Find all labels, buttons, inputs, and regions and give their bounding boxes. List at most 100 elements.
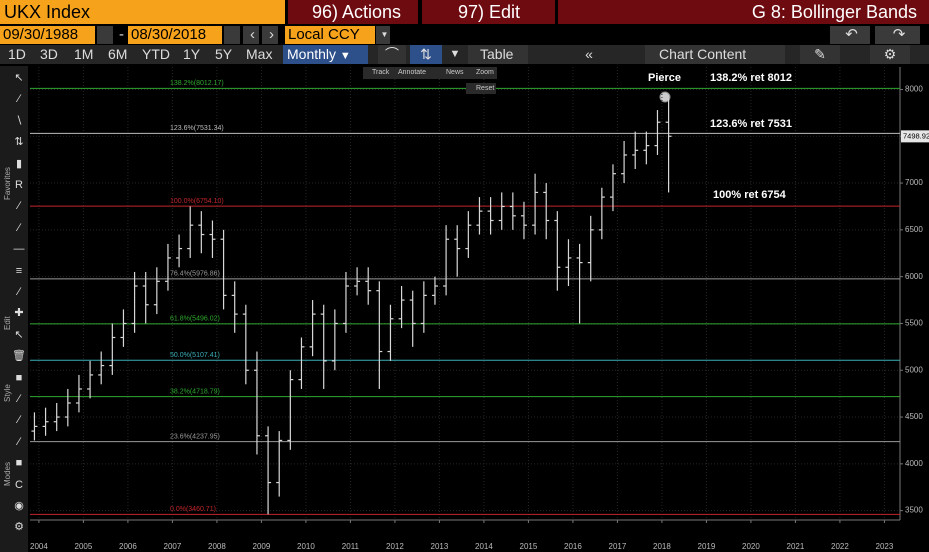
x-tick-label: 2020 — [742, 542, 760, 551]
period-button[interactable]: 1M — [74, 46, 94, 62]
side-tool-button[interactable]: ◉ — [14, 500, 24, 512]
y-tick-label: 5500 — [905, 319, 923, 328]
y-tick-label: 8000 — [905, 85, 923, 94]
side-label: Modes — [3, 461, 12, 486]
period-button[interactable]: 6M — [108, 46, 128, 62]
period-button[interactable]: 5Y — [215, 46, 233, 62]
chart-content-button[interactable]: Chart Content — [645, 45, 785, 64]
retracement-label: 0.0%(3460.71) — [170, 506, 216, 513]
retracement-label: 38.2%(4718.79) — [170, 388, 220, 395]
x-tick-label: 2015 — [520, 542, 538, 551]
y-tick-label: 4500 — [905, 412, 923, 421]
side-tool-button[interactable]: ∕ — [18, 286, 20, 298]
x-tick-label: 2011 — [342, 542, 360, 551]
period-button[interactable]: YTD — [142, 46, 170, 62]
side-tool-button[interactable]: ∕ — [18, 414, 20, 427]
retracement-label: 76.4%(5976.86) — [170, 271, 220, 278]
currency-dropdown[interactable]: ▼ — [376, 26, 390, 44]
side-tool-button[interactable]: ■ — [15, 457, 23, 470]
y-tick-label: 5000 — [905, 365, 923, 374]
period-button[interactable]: 1D — [8, 46, 26, 62]
side-tool-button[interactable]: ↖ — [14, 328, 24, 341]
side-toolbar — [0, 66, 28, 552]
x-tick-label: 2012 — [386, 542, 404, 551]
period-button[interactable]: 1Y — [183, 46, 201, 62]
x-tick-label: 2005 — [75, 542, 93, 551]
prev-button[interactable]: ‹ — [243, 26, 259, 44]
x-tick-label: 2018 — [653, 542, 671, 551]
annotation: 100% ret 6754 — [713, 189, 787, 201]
retracement-label: 123.6%(7531.34) — [170, 125, 224, 132]
x-tick-label: 2016 — [564, 542, 582, 551]
edit-menu[interactable]: 97) Edit — [422, 0, 555, 24]
side-tool-button[interactable]: — — [13, 243, 25, 256]
chart-tool-button[interactable]: News — [446, 69, 464, 76]
security-field[interactable]: UKX Index — [0, 0, 285, 24]
chart-tool-button[interactable]: Zoom — [476, 69, 494, 76]
side-tool-button[interactable]: R — [15, 179, 23, 191]
annotation: Pierce — [648, 72, 681, 84]
side-tool-button[interactable]: ∕ — [18, 221, 20, 234]
side-tool-button[interactable]: ∕ — [18, 200, 20, 213]
last-price-box — [901, 130, 929, 143]
side-tool-button[interactable]: ▮ — [15, 157, 23, 170]
toolbar — [0, 45, 929, 64]
line-chart-button[interactable]: ⌒ — [378, 45, 406, 64]
redo-button[interactable]: ↷ — [875, 26, 920, 44]
currency-field[interactable]: Local CCY — [285, 26, 375, 44]
side-tool-button[interactable]: ∖ — [15, 114, 23, 127]
next-button[interactable]: › — [262, 26, 278, 44]
retracement-label: 61.8%(5496.02) — [170, 316, 220, 323]
settings-button[interactable]: ⚙ — [870, 45, 910, 64]
collapse-button[interactable]: « — [585, 46, 593, 62]
end-date[interactable]: 08/30/2018 — [128, 26, 222, 44]
side-label: Edit — [3, 316, 12, 330]
x-tick-label: 2008 — [208, 542, 226, 551]
period-button[interactable]: 3D — [40, 46, 58, 62]
x-tick-label: 2021 — [787, 542, 805, 551]
x-tick-label: 2006 — [119, 542, 137, 551]
table-button[interactable]: Table — [468, 45, 528, 64]
side-tool-button[interactable]: ∕ — [18, 435, 20, 448]
y-tick-label: 7000 — [905, 178, 923, 187]
frequency-dropdown[interactable]: Monthly ▼ — [283, 45, 368, 64]
side-tool-button[interactable]: ⇅ — [14, 136, 24, 149]
start-date[interactable]: 09/30/1988 — [0, 26, 95, 44]
chart-tool-button[interactable]: Annotate — [398, 69, 427, 76]
side-tool-button[interactable]: 🗑 — [12, 350, 26, 363]
undo-button[interactable]: ↶ — [830, 26, 870, 44]
reset-button[interactable]: Reset — [466, 83, 496, 94]
side-tool-button[interactable]: ∕ — [18, 93, 20, 106]
calendar-button[interactable] — [224, 26, 240, 44]
period-button[interactable]: Max — [246, 46, 273, 62]
side-tool-button[interactable]: ≡ — [15, 264, 23, 277]
chart-type-dropdown[interactable]: ▼ — [449, 48, 461, 60]
side-tool-button[interactable]: ✚ — [14, 307, 24, 320]
x-tick-label: 2010 — [297, 542, 315, 551]
side-tool-button[interactable]: ■ — [15, 371, 23, 384]
x-tick-label: 2019 — [698, 542, 716, 551]
annotation: 123.6% ret 7531 — [710, 118, 792, 130]
chart-tool-button[interactable]: Track — [372, 69, 390, 76]
edit-chart-button[interactable]: ✎ — [800, 45, 840, 64]
annotation: 138.2% ret 8012 — [710, 72, 792, 84]
y-tick-label: 3500 — [905, 506, 923, 515]
side-label: Favorites — [3, 167, 12, 200]
x-tick-label: 2023 — [876, 542, 894, 551]
retracement-label: 100.0%(6754.10) — [170, 198, 224, 205]
side-label: Style — [3, 384, 12, 402]
side-tool-button[interactable]: ↖ — [14, 72, 24, 84]
retracement-label: 23.6%(4237.95) — [170, 433, 220, 440]
side-tool-button[interactable]: ⚙ — [14, 521, 24, 534]
x-tick-label: 2013 — [431, 542, 449, 551]
y-tick-label: 6500 — [905, 225, 923, 234]
x-tick-label: 2022 — [831, 542, 849, 551]
x-tick-label: 2017 — [609, 542, 627, 551]
actions-menu[interactable]: 96) Actions — [288, 0, 418, 24]
side-tool-button[interactable]: C — [15, 478, 23, 491]
bar-chart-button[interactable]: ⇅ — [410, 45, 442, 64]
calendar-button[interactable] — [97, 26, 113, 44]
side-tool-button[interactable]: ∕ — [18, 393, 20, 405]
